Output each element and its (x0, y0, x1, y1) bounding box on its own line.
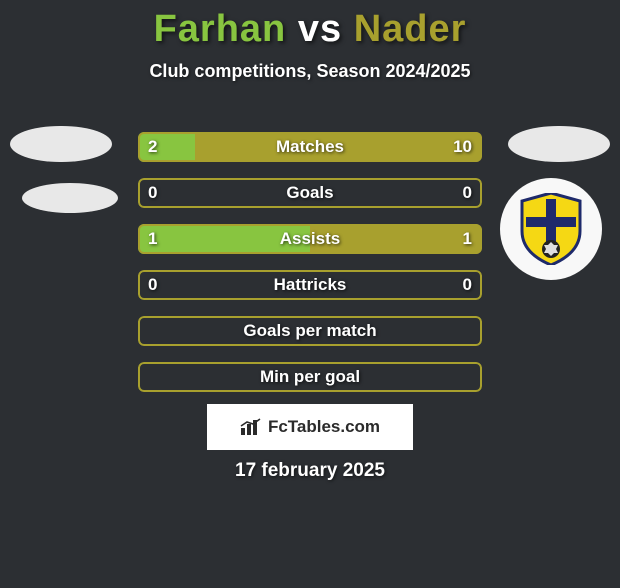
stat-bar-row: 0Hattricks0 (138, 270, 482, 300)
stat-bars-container: 2Matches100Goals01Assists10Hattricks0Goa… (138, 132, 482, 408)
bar-label: Matches (138, 132, 482, 162)
date-text: 17 february 2025 (0, 460, 620, 482)
stat-bar-row: 0Goals0 (138, 178, 482, 208)
shield-icon (520, 193, 582, 265)
player1-avatar-placeholder (10, 126, 112, 162)
player1-name: Farhan (154, 8, 287, 50)
bar-label: Goals (138, 178, 482, 208)
player1-club-placeholder (22, 183, 118, 213)
stat-bar-row: 1Assists1 (138, 224, 482, 254)
watermark: FcTables.com (207, 404, 413, 450)
watermark-text: FcTables.com (268, 417, 380, 437)
bar-label: Hattricks (138, 270, 482, 300)
player2-club-badge (500, 178, 602, 280)
player2-name: Nader (354, 8, 467, 50)
stat-bar-row: Goals per match (138, 316, 482, 346)
bar-value-right: 0 (463, 178, 472, 208)
bar-label: Min per goal (138, 362, 482, 392)
player2-avatar-placeholder (508, 126, 610, 162)
bar-value-right: 0 (463, 270, 472, 300)
subtitle: Club competitions, Season 2024/2025 (0, 61, 620, 82)
comparison-title: Farhan vs Nader (0, 8, 620, 51)
chart-icon (240, 418, 262, 436)
bar-label: Assists (138, 224, 482, 254)
stat-bar-row: Min per goal (138, 362, 482, 392)
bar-value-right: 1 (463, 224, 472, 254)
vs-text: vs (298, 8, 342, 50)
stat-bar-row: 2Matches10 (138, 132, 482, 162)
bar-value-right: 10 (453, 132, 472, 162)
bar-label: Goals per match (138, 316, 482, 346)
